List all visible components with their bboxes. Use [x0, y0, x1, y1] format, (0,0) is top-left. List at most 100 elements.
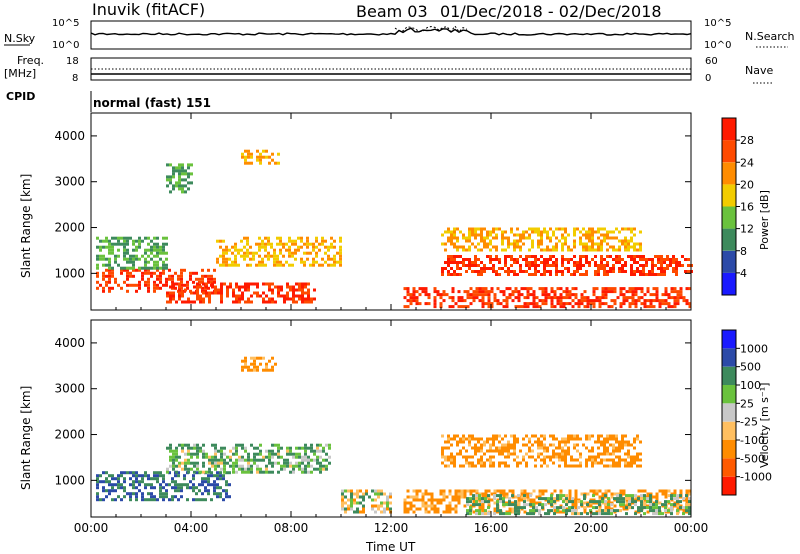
power-echo-cell: [489, 261, 492, 264]
velocity-echo-cell: [601, 497, 604, 501]
velocity-echo-cell: [214, 452, 217, 456]
cpid-label: CPID: [6, 90, 35, 103]
power-echo-cell: [277, 291, 280, 295]
velocity-colorbar-segment: [722, 458, 736, 477]
power-echo-cell: [522, 270, 525, 273]
power-echo-cell: [660, 264, 663, 267]
power-echo-cell: [450, 233, 453, 237]
power-echo-cell: [472, 296, 476, 300]
power-echo-cell: [513, 261, 516, 264]
velocity-echo-cell: [174, 483, 177, 487]
velocity-echo-cell: [171, 486, 174, 490]
velocity-echo-cell: [598, 512, 601, 516]
power-echo-cell: [619, 305, 623, 309]
velocity-echo-cell: [114, 489, 117, 493]
power-echo-cell: [555, 248, 558, 252]
power-echo-cell: [561, 245, 564, 249]
power-echo-cell: [528, 267, 531, 270]
power-echo-cell: [475, 293, 479, 297]
power-echo-cell: [141, 254, 144, 258]
power-echo-cell: [564, 239, 567, 243]
power-echo-cell: [247, 155, 250, 159]
velocity-echo-cell: [256, 365, 259, 369]
velocity-echo-cell: [374, 504, 377, 508]
power-echo-cell: [553, 293, 557, 297]
power-echo-cell: [597, 267, 600, 270]
power-echo-cell: [99, 248, 102, 252]
velocity-echo-cell: [189, 486, 192, 490]
power-echo-cell: [111, 271, 114, 275]
power-echo-cell: [418, 287, 422, 291]
velocity-echo-cell: [517, 509, 520, 513]
power-echo-cell: [639, 270, 642, 273]
power-echo-cell: [547, 293, 551, 297]
velocity-echo-cell: [634, 500, 637, 504]
power-echo-cell: [205, 291, 208, 295]
power-echo-cell: [466, 290, 470, 294]
velocity-echo-cell: [250, 356, 253, 360]
velocity-echo-cell: [135, 498, 138, 502]
velocity-echo-cell: [141, 492, 144, 496]
power-echo-cell: [541, 302, 545, 306]
velocity-colorbar-title: Velocity [m s⁻¹]: [758, 383, 771, 468]
velocity-echo-cell: [594, 461, 597, 465]
velocity-echo-cell: [211, 464, 214, 468]
velocity-echo-cell: [105, 480, 108, 484]
velocity-echo-cell: [496, 489, 500, 493]
power-echo-cell: [306, 245, 309, 249]
velocity-echo-cell: [207, 477, 210, 481]
velocity-echo-cell: [190, 467, 193, 471]
velocity-echo-cell: [298, 464, 301, 468]
velocity-echo-cell: [253, 368, 256, 372]
power-echo-cell: [259, 161, 262, 165]
power-echo-cell: [673, 290, 677, 294]
velocity-echo-cell: [169, 446, 172, 450]
power-echo-cell: [675, 270, 678, 273]
power-echo-cell: [123, 251, 126, 255]
power-echo-cell: [487, 290, 491, 294]
power-echo-cell: [667, 305, 671, 309]
power-echo-cell: [549, 264, 552, 267]
power-echo-cell: [304, 291, 307, 295]
velocity-echo-cell: [525, 434, 528, 438]
velocity-echo-cell: [570, 437, 573, 441]
velocity-echo-cell: [253, 356, 256, 360]
velocity-echo-cell: [462, 437, 465, 441]
power-echo-cell: [544, 296, 548, 300]
velocity-echo-cell: [486, 449, 489, 453]
power-echo-cell: [292, 285, 295, 289]
velocity-echo-cell: [615, 440, 618, 444]
power-echo-cell: [606, 242, 609, 246]
velocity-echo-cell: [496, 503, 499, 507]
velocity-echo-cell: [169, 443, 172, 447]
power-echo-cell: [588, 264, 591, 267]
power-echo-cell: [546, 230, 549, 234]
power-echo-cell: [175, 181, 178, 185]
velocity-echo-cell: [177, 471, 180, 475]
power-echo-cell: [480, 248, 483, 252]
velocity-echo-cell: [162, 477, 165, 481]
power-echo-cell: [258, 248, 261, 252]
velocity-echo-cell: [498, 449, 501, 453]
velocity-echo-cell: [472, 510, 476, 514]
velocity-echo-cell: [609, 452, 612, 456]
power-echo-cell: [244, 155, 247, 159]
velocity-echo-cell: [609, 464, 612, 468]
velocity-echo-cell: [523, 503, 526, 507]
power-echo-cell: [682, 296, 686, 300]
velocity-echo-cell: [465, 437, 468, 441]
power-echo-cell: [673, 287, 677, 291]
velocity-echo-cell: [195, 486, 198, 490]
power-echo-cell: [555, 270, 558, 273]
power-echo-cell: [456, 264, 459, 267]
velocity-echo-cell: [238, 467, 241, 471]
power-echo-cell: [105, 257, 108, 261]
power-echo-cell: [447, 273, 450, 276]
power-echo-cell: [457, 296, 461, 300]
velocity-echo-cell: [559, 504, 563, 508]
velocity-echo-cell: [534, 440, 537, 444]
power-echo-cell: [555, 273, 558, 276]
velocity-echo-cell: [595, 489, 599, 493]
power-echo-cell: [220, 288, 223, 292]
power-echo-cell: [234, 260, 237, 264]
